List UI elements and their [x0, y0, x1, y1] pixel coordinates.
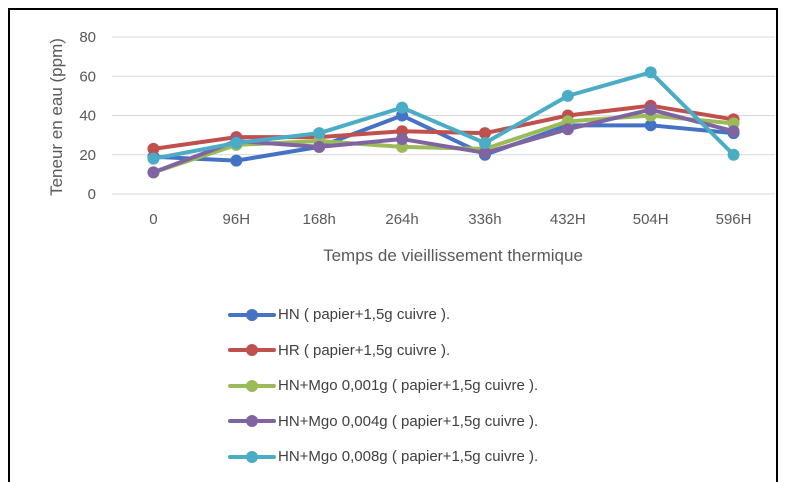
y-axis-title: Teneur en eau (ppm)	[47, 38, 66, 196]
data-point	[147, 142, 160, 155]
x-tick-label: 0	[149, 211, 157, 228]
data-point	[644, 119, 657, 132]
data-point	[313, 127, 326, 140]
x-tick-label: 96H	[223, 211, 251, 228]
x-tick-label: 264h	[385, 211, 418, 228]
chart-frame	[8, 8, 778, 482]
legend-label: HN+Mgo 0,004g ( papier+1,5g cuivre ).	[278, 412, 539, 430]
data-point	[478, 146, 491, 159]
legend-label: HR ( papier+1,5g cuivre ).	[278, 341, 451, 359]
x-tick-label: 168h	[303, 211, 336, 228]
data-point	[478, 127, 491, 140]
legend-swatch	[228, 343, 276, 357]
legend-label: HN+Mgo 0,008g ( papier+1,5g cuivre ).	[278, 448, 539, 466]
data-point	[644, 66, 657, 79]
data-point	[396, 101, 409, 114]
legend-swatch	[228, 379, 276, 393]
x-tick-label: 596H	[716, 211, 752, 228]
legend-swatch	[228, 414, 276, 428]
x-axis-ticks: 0 96H 168h 264h 336h 432H 504H 596H	[149, 211, 751, 228]
x-tick-label: 336h	[468, 211, 501, 228]
data-point	[561, 123, 574, 136]
series-group	[147, 66, 740, 179]
data-point	[396, 133, 409, 146]
y-tick-label: 20	[79, 147, 96, 164]
data-point	[644, 103, 657, 116]
data-point	[230, 154, 243, 167]
data-point	[147, 152, 160, 165]
y-tick-label: 80	[79, 29, 96, 46]
series-5	[147, 66, 740, 165]
series-line	[151, 103, 736, 151]
legend-swatch	[228, 450, 276, 464]
legend-swatch	[228, 308, 276, 322]
series-line	[151, 113, 736, 163]
legend-item: HR ( papier+1,5g cuivre ).	[228, 333, 748, 369]
data-point	[147, 166, 160, 179]
legend-label: HN ( papier+1,5g cuivre ).	[278, 306, 451, 324]
legend-swatch-marker	[246, 415, 258, 428]
data-point	[478, 136, 491, 149]
legend-swatch-marker	[246, 450, 258, 463]
y-tick-label: 40	[79, 108, 96, 125]
y-axis-ticks: 0 20 40 60 80	[79, 29, 96, 203]
x-tick-label: 504H	[633, 211, 669, 228]
legend-swatch-marker	[246, 308, 258, 321]
legend-label: HN+Mgo 0,001g ( papier+1,5g cuivre ).	[278, 377, 539, 395]
data-point	[727, 148, 740, 161]
x-axis-title: Temps de vieillissement thermique	[323, 246, 583, 265]
legend-swatch-marker	[246, 379, 258, 392]
legend-item: HN+Mgo 0,008g ( papier+1,5g cuivre ).	[228, 439, 748, 475]
chart-legend: HN ( papier+1,5g cuivre ). HR ( papier+1,…	[228, 297, 748, 475]
data-point	[561, 89, 574, 102]
legend-swatch-marker	[246, 344, 258, 357]
gridlines	[112, 36, 775, 195]
legend-item: HN+Mgo 0,001g ( papier+1,5g cuivre ).	[228, 368, 748, 404]
data-point	[727, 125, 740, 138]
series-line	[151, 70, 736, 161]
y-tick-label: 60	[79, 68, 96, 85]
legend-item: HN+Mgo 0,004g ( papier+1,5g cuivre ).	[228, 404, 748, 440]
data-point	[313, 140, 326, 153]
x-tick-label: 432H	[550, 211, 586, 228]
legend-item: HN ( papier+1,5g cuivre ).	[228, 297, 748, 333]
y-tick-label: 0	[88, 186, 96, 203]
data-point	[230, 136, 243, 149]
